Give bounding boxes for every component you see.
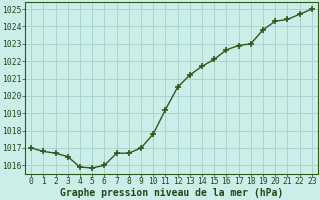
X-axis label: Graphe pression niveau de la mer (hPa): Graphe pression niveau de la mer (hPa) [60,188,283,198]
